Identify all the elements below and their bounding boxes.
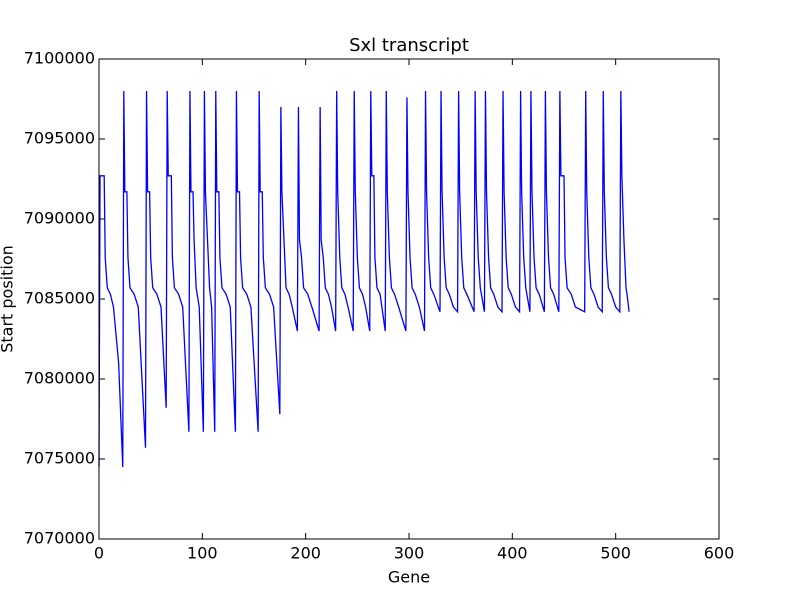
y-tick-label: 7075000 [24,449,95,468]
y-tick-label: 7070000 [24,529,95,548]
x-tick-label: 600 [704,544,735,563]
x-tick-label: 300 [394,544,425,563]
x-tick-label: 100 [187,544,218,563]
y-tick-label: 7100000 [24,49,95,68]
y-tick-label: 7090000 [24,209,95,228]
x-tick-label: 0 [94,544,104,563]
x-axis-label: Gene [388,568,430,587]
plot-frame [98,58,720,540]
x-tick-label: 500 [600,544,631,563]
y-axis-label: Start position [0,245,17,353]
chart-title: Sxl transcript [349,35,469,56]
data-line [98,90,630,468]
x-tick-label: 200 [290,544,321,563]
y-tick-label: 7085000 [24,289,95,308]
x-tick-label: 400 [497,544,528,563]
y-tick-label: 7095000 [24,129,95,148]
y-tick-label: 7080000 [24,369,95,388]
